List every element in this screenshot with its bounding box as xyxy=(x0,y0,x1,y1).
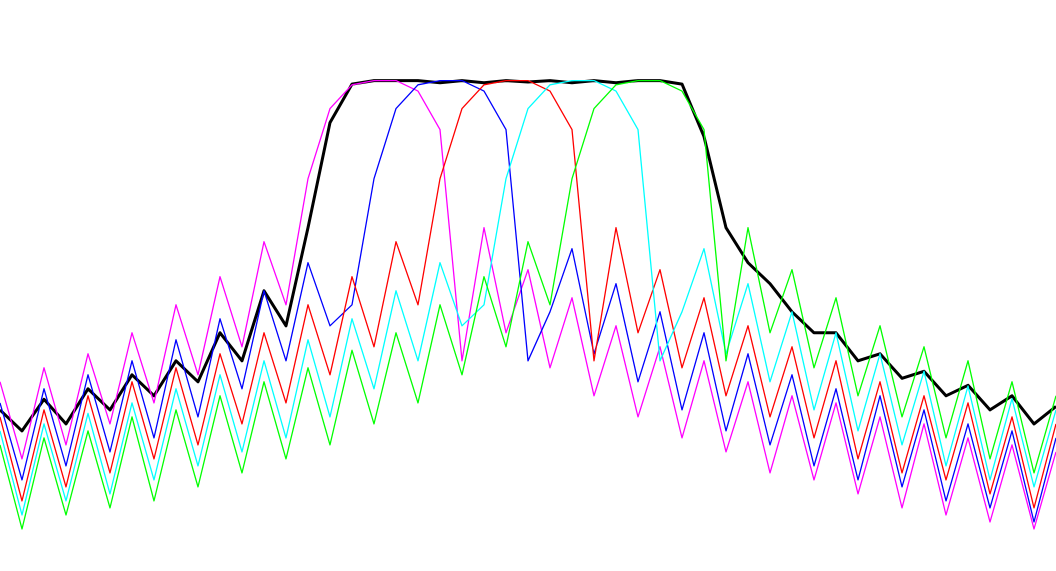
line-series xyxy=(0,79,1056,516)
line-series xyxy=(0,79,1056,530)
line-series xyxy=(0,79,1056,530)
line-series xyxy=(0,79,1056,509)
line-series xyxy=(0,79,1056,523)
line-series xyxy=(0,79,1056,433)
